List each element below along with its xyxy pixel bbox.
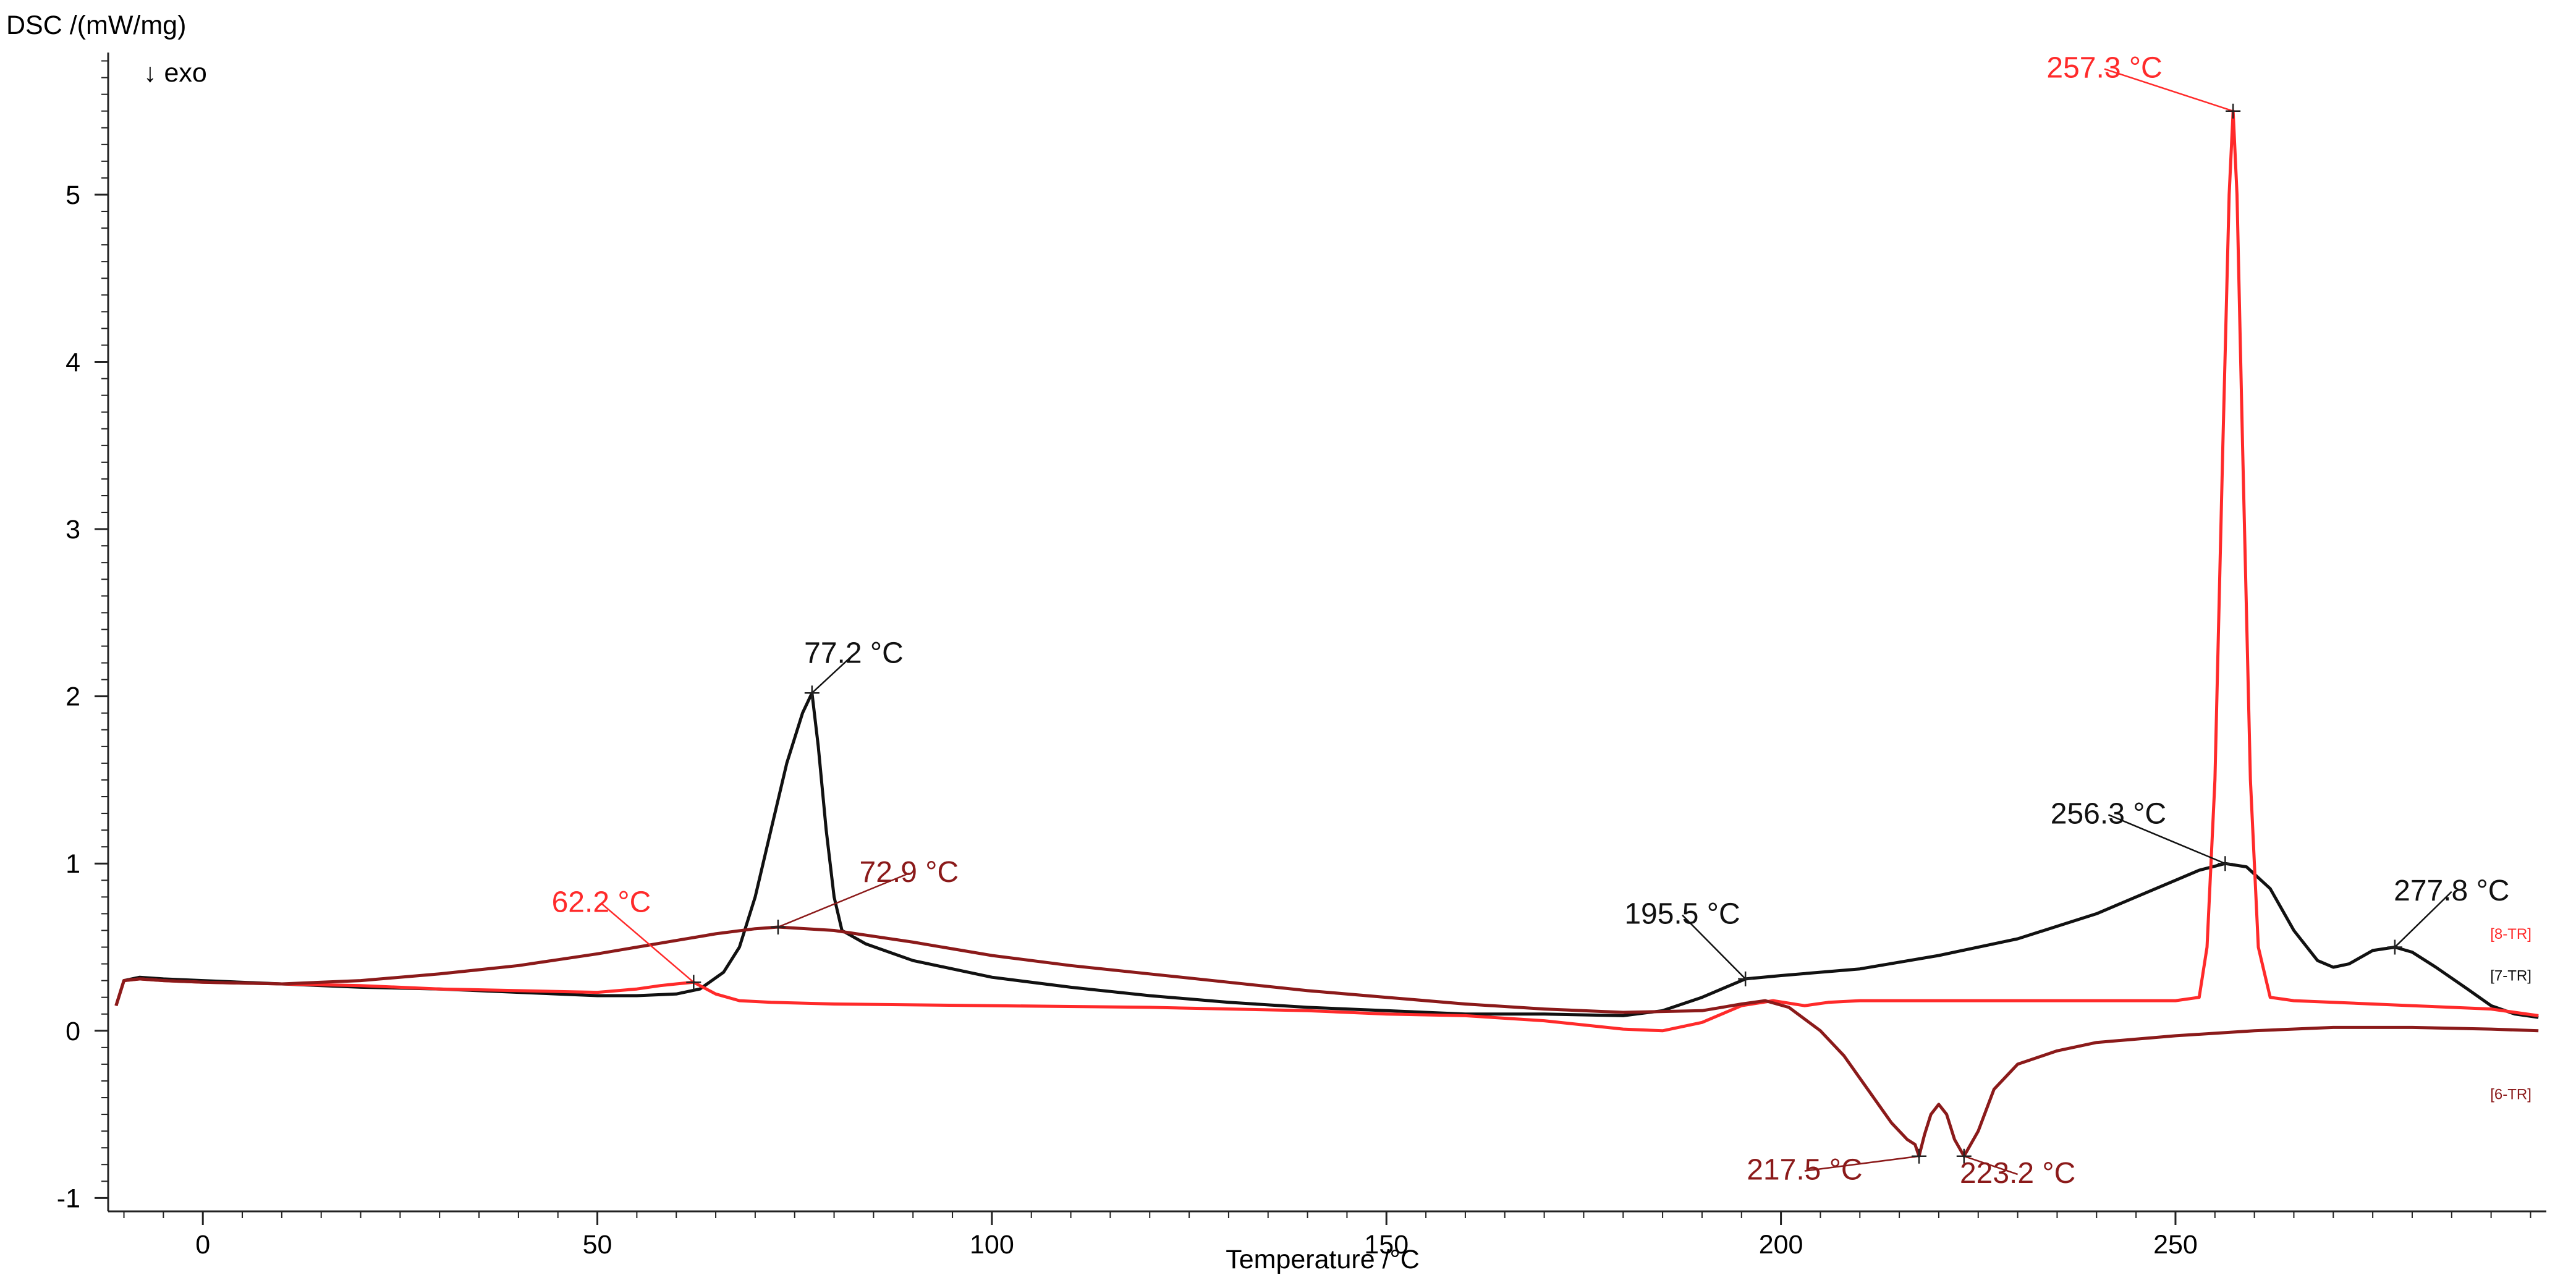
annotation-marker	[770, 920, 786, 935]
annotation-leader	[2104, 68, 2234, 112]
peak-label: 62.2 °C	[552, 886, 651, 919]
x-ticks: 0 50 100 150 200 250	[123, 1211, 2532, 1260]
peak-label: 277.8 °C	[2394, 875, 2509, 907]
x-tick-label: 100	[970, 1230, 1014, 1260]
annotation-marker	[1738, 971, 1753, 986]
axes: -1 0 1 2 3 4 5 0 50 100 150 200 250	[57, 53, 2546, 1260]
y-tick-label: 3	[66, 515, 80, 544]
x-tick-label: 0	[195, 1230, 210, 1260]
annotation-leader	[2108, 814, 2226, 865]
peak-label: 256.3 °C	[2051, 797, 2166, 830]
series-file-tag: [8-TR]	[2490, 926, 2532, 943]
peak-label: 195.5 °C	[1624, 898, 1740, 931]
series-file-tag: [7-TR]	[2490, 968, 2532, 985]
series	[114, 109, 2539, 1158]
series-file-tag: [6-TR]	[2490, 1087, 2532, 1103]
x-tick-label: 150	[1364, 1230, 1409, 1260]
peak-label: 257.3 °C	[2046, 52, 2162, 85]
y-tick-label: 1	[66, 849, 80, 879]
x-tick-label: 50	[583, 1230, 612, 1260]
exo-direction-note: ↓ exo	[143, 58, 207, 88]
annotation-leader	[601, 902, 695, 983]
annotation-leader	[1804, 1155, 1920, 1172]
annotation-leader	[811, 653, 855, 694]
annotation-marker	[2218, 856, 2233, 871]
y-axis-title: DSC /(mW/mg)	[6, 11, 186, 40]
annotation-leader	[777, 872, 910, 928]
y-tick-label: 0	[66, 1017, 80, 1046]
peak-label: 223.2 °C	[1960, 1157, 2075, 1190]
y-ticks: -1 0 1 2 3 4 5	[57, 60, 108, 1213]
annotation-leader	[1682, 914, 1747, 980]
annotation-marker	[2387, 939, 2402, 955]
file-tags: [8-TR] [7-TR] [6-TR]	[2490, 926, 2532, 1103]
annotation-marker	[1912, 1148, 1927, 1164]
x-tick-label: 250	[2153, 1230, 2198, 1260]
series-line-6-tr	[114, 925, 2539, 1158]
annotations: 77.2 °C 195.5 °C 256.3 °C 277.8 °C 257.3 °C 6…	[552, 52, 2510, 1190]
x-tick-label: 200	[1759, 1230, 1803, 1260]
annotation-marker	[686, 975, 701, 990]
annotation-leader	[2394, 891, 2452, 948]
peak-label: 72.9 °C	[860, 856, 959, 889]
y-tick-label: -1	[57, 1184, 80, 1213]
y-tick-label: 5	[66, 180, 80, 210]
annotation-marker	[1956, 1148, 1972, 1164]
annotation-marker	[2226, 103, 2241, 119]
series-line-8-tr	[114, 109, 2539, 1033]
peak-label: 77.2 °C	[804, 637, 904, 670]
annotation-leader	[1964, 1155, 2019, 1176]
x-axis-title: Temperature /°C	[1226, 1245, 1420, 1274]
annotation-marker	[804, 685, 820, 701]
series-line-7-tr	[114, 691, 2539, 1019]
peak-label: 217.5 °C	[1747, 1154, 1862, 1187]
y-tick-label: 4	[66, 348, 80, 378]
y-tick-label: 2	[66, 682, 80, 712]
